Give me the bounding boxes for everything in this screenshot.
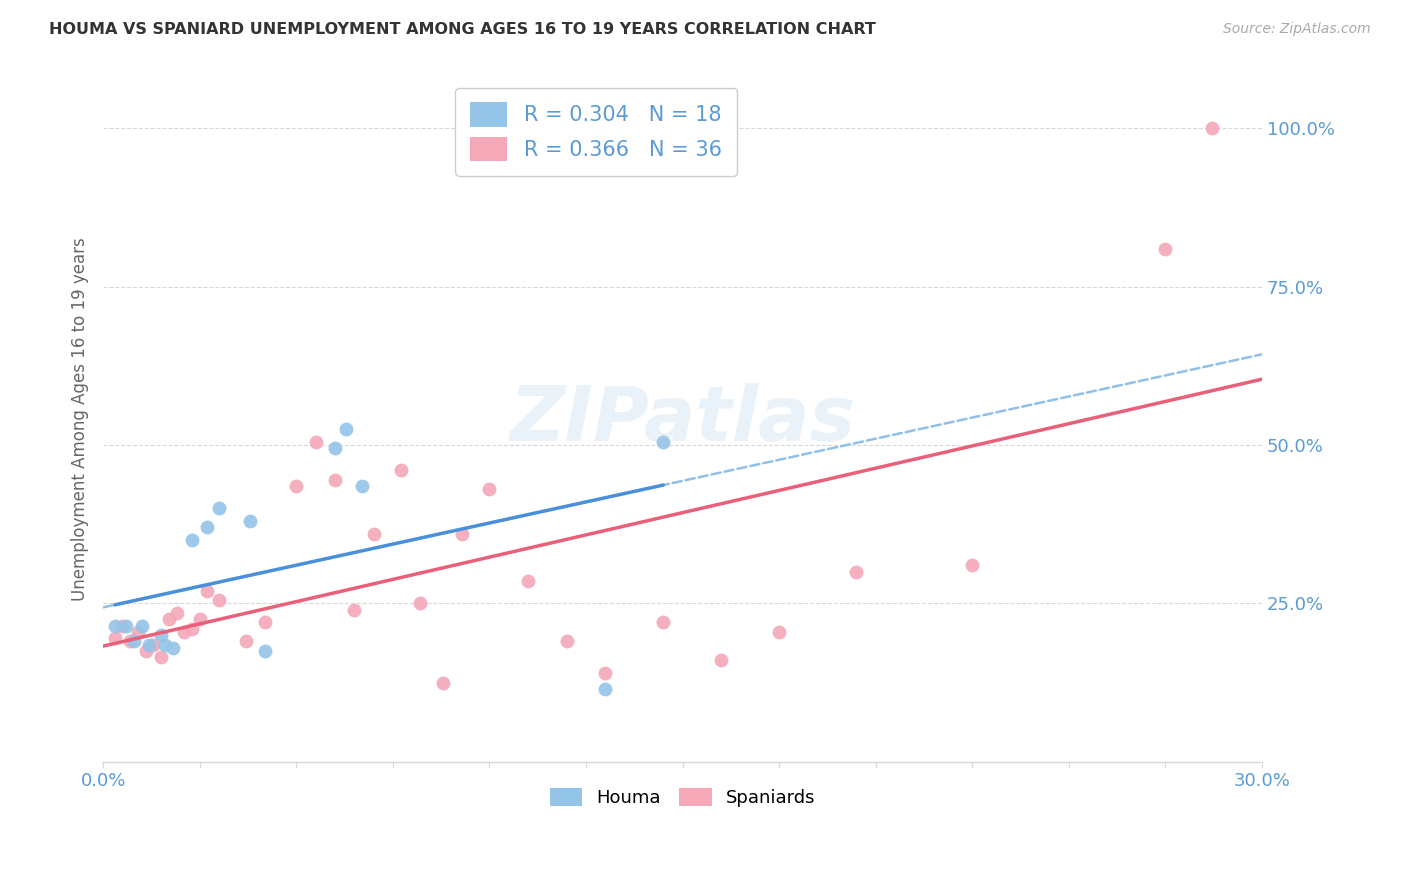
Point xyxy=(1201,121,1223,136)
Point xyxy=(652,434,675,449)
Point xyxy=(845,565,868,579)
Point xyxy=(323,473,346,487)
Point xyxy=(157,612,180,626)
Point xyxy=(120,634,142,648)
Point xyxy=(166,606,188,620)
Point xyxy=(138,638,160,652)
Point xyxy=(517,574,540,589)
Point xyxy=(208,593,231,607)
Point xyxy=(350,479,373,493)
Text: HOUMA VS SPANIARD UNEMPLOYMENT AMONG AGES 16 TO 19 YEARS CORRELATION CHART: HOUMA VS SPANIARD UNEMPLOYMENT AMONG AGE… xyxy=(49,22,876,37)
Point xyxy=(960,558,983,573)
Point xyxy=(343,603,366,617)
Point xyxy=(181,533,204,547)
Point xyxy=(389,463,412,477)
Legend: Houma, Spaniards: Houma, Spaniards xyxy=(543,780,823,814)
Point xyxy=(409,596,432,610)
Point xyxy=(593,666,616,681)
Point xyxy=(197,520,219,534)
Y-axis label: Unemployment Among Ages 16 to 19 years: Unemployment Among Ages 16 to 19 years xyxy=(72,238,89,601)
Point xyxy=(142,638,165,652)
Point xyxy=(285,479,308,493)
Point xyxy=(323,441,346,455)
Point xyxy=(555,634,578,648)
Point xyxy=(239,514,262,528)
Point xyxy=(235,634,257,648)
Point xyxy=(208,501,231,516)
Point xyxy=(451,526,474,541)
Point xyxy=(127,624,149,639)
Text: Source: ZipAtlas.com: Source: ZipAtlas.com xyxy=(1223,22,1371,37)
Point xyxy=(363,526,385,541)
Point xyxy=(153,638,176,652)
Point xyxy=(188,612,211,626)
Point xyxy=(593,681,616,696)
Point xyxy=(254,644,277,658)
Point xyxy=(652,615,675,630)
Point xyxy=(150,628,173,642)
Point xyxy=(162,640,184,655)
Text: ZIPatlas: ZIPatlas xyxy=(509,383,855,457)
Point xyxy=(478,483,501,497)
Point xyxy=(1154,242,1177,256)
Point xyxy=(335,422,357,436)
Point xyxy=(768,624,790,639)
Point xyxy=(122,634,145,648)
Point xyxy=(173,624,195,639)
Point xyxy=(432,675,454,690)
Point xyxy=(104,631,127,645)
Point xyxy=(131,618,153,632)
Point xyxy=(197,583,219,598)
Point xyxy=(104,618,127,632)
Point xyxy=(254,615,277,630)
Point xyxy=(181,622,204,636)
Point xyxy=(710,653,733,667)
Point xyxy=(111,618,134,632)
Point xyxy=(304,434,326,449)
Point xyxy=(150,650,173,665)
Point xyxy=(115,618,138,632)
Point xyxy=(135,644,157,658)
